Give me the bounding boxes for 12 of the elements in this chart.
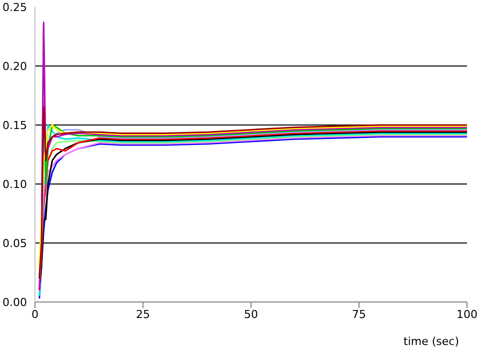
x-tick-label: 75 xyxy=(352,308,366,321)
y-tick-label: 0.15 xyxy=(2,118,27,132)
x-tick-label: 25 xyxy=(136,308,150,321)
y-tick-label: 0.05 xyxy=(2,236,27,250)
y-tick-label: 0.20 xyxy=(2,60,27,73)
y-tick-label: 0.25 xyxy=(2,0,27,14)
y-tick-label: 0.00 xyxy=(2,296,27,309)
x-tick-label: 50 xyxy=(244,308,258,321)
x-tick-label: 0 xyxy=(32,308,38,321)
x-tick-label: 100 xyxy=(456,308,478,321)
y-tick-label: 0.10 xyxy=(2,178,27,191)
x-axis-title: time (sec) xyxy=(404,335,459,348)
